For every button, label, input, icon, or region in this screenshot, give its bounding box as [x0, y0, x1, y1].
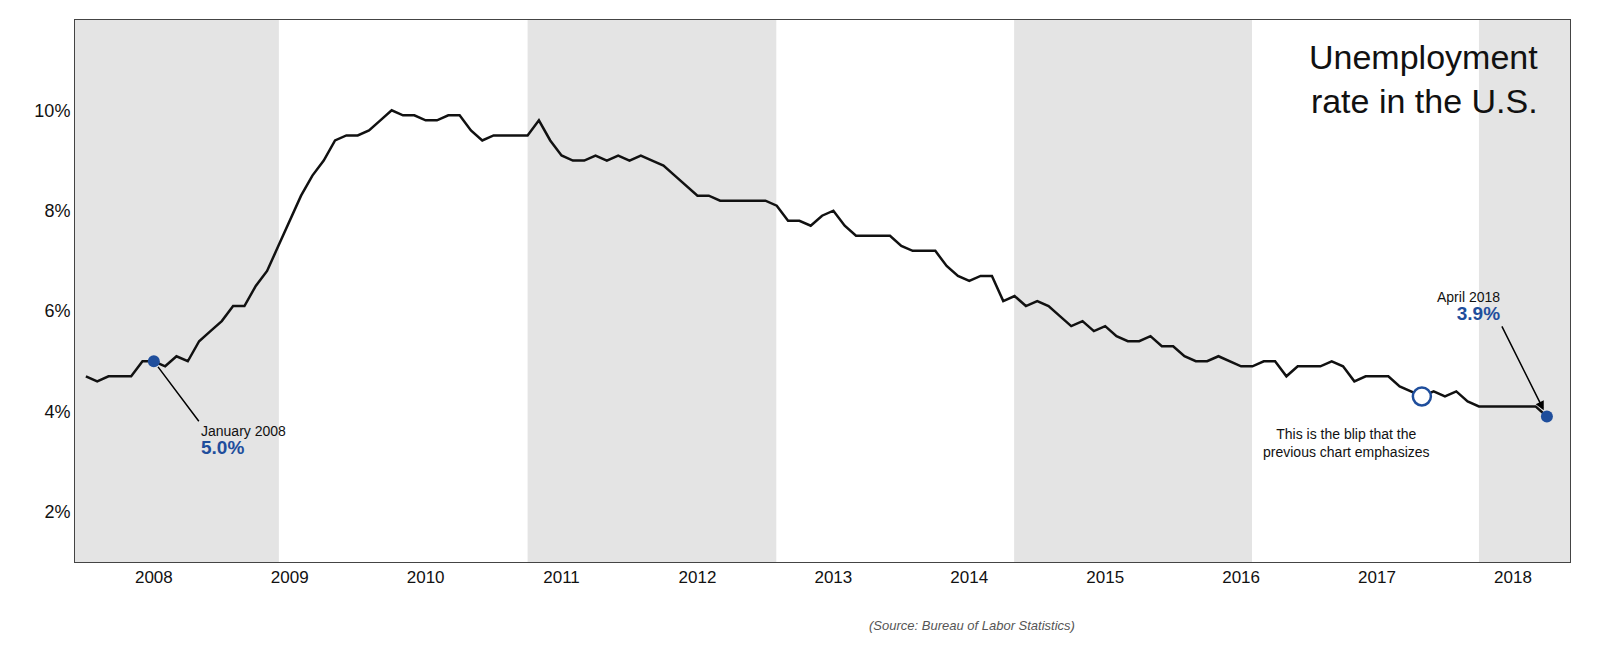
svg-text:(Source: Bureau of Labor Stati: (Source: Bureau of Labor Statistics) [869, 618, 1075, 633]
svg-text:2011: 2011 [543, 568, 580, 587]
svg-text:4%: 4% [44, 402, 70, 422]
svg-text:10%: 10% [34, 101, 70, 121]
svg-text:2016: 2016 [1222, 568, 1260, 587]
svg-text:2013: 2013 [814, 568, 852, 587]
svg-text:January 20085.0%: January 20085.0% [201, 423, 286, 458]
svg-text:2018: 2018 [1494, 568, 1532, 587]
svg-text:6%: 6% [44, 301, 70, 321]
svg-text:2015: 2015 [1086, 568, 1124, 587]
svg-text:2012: 2012 [679, 568, 717, 587]
svg-text:2009: 2009 [271, 568, 309, 587]
svg-text:2014: 2014 [950, 568, 988, 587]
svg-text:Unemploymentrate in the U.S.: Unemploymentrate in the U.S. [1309, 38, 1538, 120]
svg-text:2%: 2% [44, 502, 70, 522]
svg-text:April 20183.9%: April 20183.9% [1437, 289, 1500, 324]
svg-text:This is the blip that theprevi: This is the blip that theprevious chart … [1263, 426, 1430, 460]
svg-text:2010: 2010 [407, 568, 445, 587]
svg-text:2008: 2008 [135, 568, 173, 587]
svg-text:8%: 8% [44, 201, 70, 221]
svg-text:2017: 2017 [1358, 568, 1396, 587]
